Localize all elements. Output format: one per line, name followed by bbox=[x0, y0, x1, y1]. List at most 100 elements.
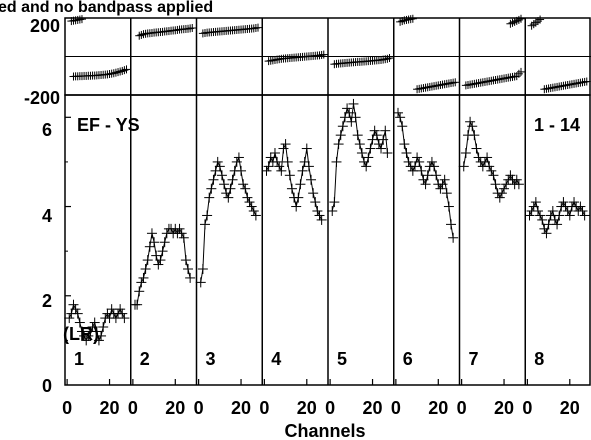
amplitude-point bbox=[98, 322, 109, 332]
phase-point bbox=[120, 66, 129, 75]
phase-point bbox=[517, 14, 526, 23]
amplitude-point bbox=[363, 152, 374, 163]
amp-ytick-4: 4 bbox=[42, 206, 52, 226]
phase-point bbox=[77, 15, 86, 24]
amp-ytick-0: 0 bbox=[42, 376, 52, 396]
phase-point bbox=[514, 69, 523, 78]
amplitude-point bbox=[308, 188, 319, 199]
phase-point bbox=[408, 14, 417, 23]
amplitude-point bbox=[151, 250, 162, 261]
amplitude-point bbox=[284, 170, 295, 181]
amplitude-point bbox=[552, 219, 563, 230]
amplitude-point bbox=[240, 183, 251, 194]
amplitude-point bbox=[236, 165, 247, 176]
phase-point bbox=[385, 54, 394, 63]
amplitude-point bbox=[437, 179, 448, 190]
amplitude-point bbox=[505, 170, 516, 181]
phase-point bbox=[396, 17, 405, 26]
amplitude-point bbox=[64, 313, 75, 324]
x-axis-label: Channels bbox=[284, 421, 365, 440]
amplitude-point bbox=[238, 179, 249, 190]
amplitude-point bbox=[157, 246, 168, 257]
amplitude-point bbox=[488, 170, 499, 181]
amplitude-point bbox=[365, 143, 376, 154]
amplitude-point bbox=[206, 183, 217, 194]
amplitude-point bbox=[231, 156, 242, 167]
panel-label-1: 1 bbox=[74, 349, 84, 369]
amplitude-point bbox=[297, 165, 308, 176]
amplitude-point bbox=[439, 174, 450, 185]
amplitude-series-panel-5 bbox=[327, 98, 393, 216]
amplitude-panel-frame bbox=[64, 18, 591, 386]
phase-point bbox=[122, 65, 131, 74]
phase-point bbox=[188, 24, 197, 33]
amplitude-point bbox=[274, 161, 285, 172]
amplitude-point bbox=[242, 192, 253, 203]
amplitude-point bbox=[110, 313, 121, 324]
xtick-label: 0 bbox=[391, 398, 401, 418]
amplitude-series-panel-7 bbox=[458, 116, 524, 203]
amplitude-point bbox=[537, 214, 548, 225]
phase-series-panel-1 bbox=[67, 15, 131, 81]
xtick-label: 0 bbox=[259, 398, 269, 418]
amplitude-point bbox=[371, 130, 382, 141]
amplitude-point bbox=[310, 197, 321, 208]
amplitude-point bbox=[465, 116, 476, 127]
amplitude-point bbox=[431, 170, 442, 181]
amplitude-point bbox=[327, 206, 338, 216]
phase-point bbox=[582, 77, 591, 86]
phase-point bbox=[137, 30, 146, 39]
amplitude-point bbox=[178, 232, 189, 243]
amplitude-point bbox=[530, 197, 541, 208]
amplitude-point bbox=[401, 148, 412, 158]
amplitude-point bbox=[303, 161, 314, 172]
phase-point bbox=[510, 17, 519, 26]
amplitude-point bbox=[511, 174, 522, 185]
amplitude-point bbox=[216, 170, 227, 181]
amplitude-point bbox=[233, 152, 244, 163]
phase-series-panel-8 bbox=[527, 15, 591, 94]
amplitude-point bbox=[549, 214, 560, 225]
xtick-label: 0 bbox=[194, 398, 204, 418]
amplitude-series-panel-2 bbox=[129, 223, 196, 310]
amplitude-point bbox=[443, 201, 454, 212]
phase-point bbox=[111, 68, 120, 77]
phase-point bbox=[517, 67, 526, 76]
amplitude-point bbox=[392, 107, 403, 118]
amplitude-point bbox=[134, 286, 145, 297]
amplitude-point bbox=[409, 161, 420, 172]
amplitude-point bbox=[422, 170, 433, 181]
amplitude-point bbox=[541, 228, 552, 239]
amplitude-point bbox=[376, 143, 387, 154]
amplitude-point bbox=[356, 148, 367, 158]
amplitude-point bbox=[441, 188, 452, 199]
amplitude-point bbox=[539, 223, 550, 234]
amplitude-point bbox=[564, 210, 575, 221]
amplitude-series-panel-6 bbox=[392, 107, 459, 243]
amplitude-point bbox=[91, 326, 102, 337]
xtick-label: 20 bbox=[297, 398, 317, 418]
amplitude-point bbox=[89, 317, 100, 328]
phase-series-panel-4 bbox=[264, 50, 328, 66]
amplitude-point bbox=[306, 174, 317, 185]
xtick-label: 0 bbox=[62, 398, 72, 418]
amplitude-point bbox=[316, 214, 327, 225]
amplitude-point bbox=[412, 152, 423, 163]
amplitude-point bbox=[499, 183, 510, 194]
amplitude-point bbox=[227, 174, 238, 185]
panel-label-2: 2 bbox=[140, 349, 150, 369]
amplitude-point bbox=[543, 219, 554, 230]
amplitude-point bbox=[153, 259, 164, 270]
amplitude-point bbox=[524, 210, 535, 221]
amplitude-point bbox=[569, 197, 580, 208]
amplitude-point bbox=[348, 98, 359, 109]
amplitude-point bbox=[76, 326, 87, 337]
amplitude-point bbox=[74, 317, 85, 328]
amplitude-point bbox=[174, 223, 185, 234]
annotation-range: 1 - 14 bbox=[534, 115, 580, 135]
amplitude-point bbox=[119, 313, 130, 324]
phase-series-panel-3 bbox=[198, 23, 263, 38]
amplitude-point bbox=[496, 188, 507, 199]
panel-label-8: 8 bbox=[534, 349, 544, 369]
amplitude-point bbox=[473, 152, 484, 163]
